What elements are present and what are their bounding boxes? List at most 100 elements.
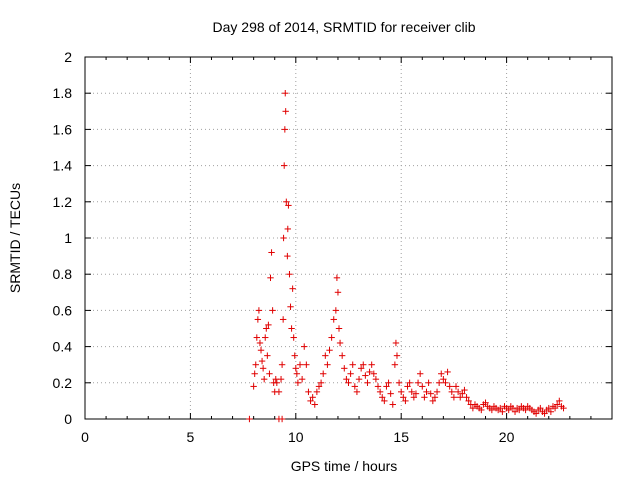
data-point	[553, 401, 561, 408]
data-point	[280, 234, 287, 242]
data-point	[263, 325, 270, 332]
data-point	[290, 334, 297, 341]
data-point	[330, 316, 337, 323]
data-point	[398, 388, 405, 396]
data-point	[275, 388, 283, 396]
data-point	[383, 383, 390, 390]
data-point	[335, 325, 343, 332]
data-point	[251, 370, 258, 377]
data-point	[497, 404, 504, 412]
data-point	[556, 397, 563, 405]
data-point	[438, 370, 445, 377]
data-point	[253, 334, 261, 341]
data-point	[279, 316, 287, 323]
data-point	[281, 162, 288, 169]
data-point	[560, 404, 567, 412]
data-point	[264, 352, 271, 359]
data-point	[362, 372, 369, 379]
data-point	[461, 386, 468, 394]
data-point	[478, 406, 485, 414]
data-point	[387, 390, 394, 397]
data-point	[452, 383, 460, 390]
grid	[85, 57, 612, 419]
data-point	[505, 406, 512, 414]
data-point	[255, 307, 263, 314]
data-point	[266, 370, 273, 377]
data-point	[357, 365, 365, 372]
data-point	[423, 388, 430, 396]
chart-title: Day 298 of 2014, SRMTID for receiver cli…	[213, 19, 476, 35]
data-point	[459, 390, 466, 397]
data-point	[284, 225, 291, 233]
data-point	[393, 352, 401, 359]
data-point	[440, 375, 447, 383]
data-point	[288, 325, 295, 332]
data-point	[435, 379, 443, 386]
data-point	[315, 383, 323, 390]
data-point	[465, 397, 472, 405]
y-tick-label: 1.8	[53, 85, 73, 101]
x-tick-label: 15	[393, 429, 409, 445]
data-point	[262, 334, 269, 341]
data-point	[328, 334, 335, 341]
data-point	[309, 394, 316, 401]
data-point	[522, 406, 529, 414]
data-point	[400, 394, 407, 401]
data-point	[317, 379, 325, 386]
data-point	[448, 388, 455, 396]
data-point	[532, 410, 540, 417]
data-point	[450, 394, 458, 401]
axes	[84, 56, 613, 420]
y-tick-labels: 0 0.2 0.4 0.6 0.8 1 1.2 1.4 1.6 1.8 2	[53, 49, 73, 427]
data-point	[360, 361, 367, 368]
data-point	[313, 388, 321, 396]
y-tick-label: 0.4	[53, 339, 73, 355]
data-point	[332, 307, 340, 314]
data-point	[296, 361, 304, 368]
data-point	[289, 285, 296, 292]
data-point	[260, 375, 268, 383]
data-point	[446, 383, 453, 390]
data-point	[268, 249, 275, 256]
data-point	[250, 383, 257, 390]
data-point	[282, 108, 289, 115]
data-point	[488, 406, 496, 414]
data-point	[283, 198, 290, 205]
data-point	[429, 397, 437, 405]
data-point	[343, 375, 350, 383]
data-point	[254, 316, 262, 323]
data-point	[482, 399, 489, 406]
x-tick-label: 20	[499, 429, 515, 445]
data-point	[278, 361, 286, 368]
data-point	[293, 370, 301, 377]
data-point	[341, 365, 348, 372]
data-point	[408, 388, 415, 396]
data-point	[285, 202, 292, 209]
data-point	[326, 347, 333, 354]
y-tick-label: 0	[64, 411, 72, 427]
data-point	[256, 339, 264, 347]
data-point	[292, 365, 299, 372]
data-point	[333, 274, 341, 282]
data-point	[551, 404, 559, 412]
y-axis-label: SRMTID / TECUs	[7, 183, 23, 293]
data-point	[265, 321, 272, 329]
data-point	[433, 388, 441, 396]
data-point	[282, 90, 289, 97]
data-point	[547, 408, 555, 415]
y-tick-label: 0.6	[53, 302, 73, 318]
data-point	[366, 368, 373, 376]
data-point	[298, 375, 306, 383]
plot-frame	[84, 56, 613, 420]
data-point	[252, 361, 259, 368]
data-point	[391, 361, 399, 368]
data-point	[286, 271, 293, 278]
data-point	[281, 126, 289, 133]
x-axis-label: GPS time / hours	[291, 458, 398, 474]
data-point	[537, 404, 544, 412]
data-point	[416, 370, 424, 377]
data-point	[404, 383, 411, 390]
data-point	[379, 394, 386, 401]
data-point	[355, 375, 363, 383]
data-point	[349, 361, 356, 368]
